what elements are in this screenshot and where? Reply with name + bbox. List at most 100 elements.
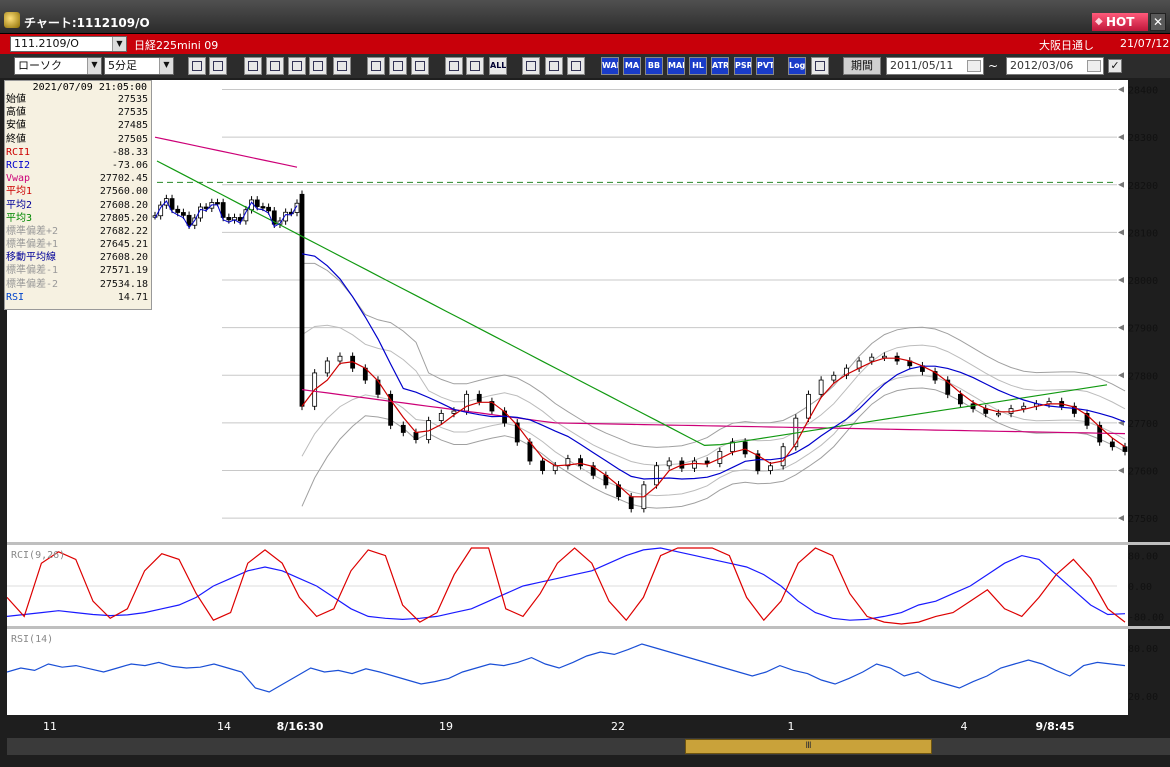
candle — [266, 206, 272, 212]
candle — [203, 206, 209, 209]
indicator-ma-button[interactable]: MA — [623, 57, 641, 75]
y-tick-label: 27600 — [1128, 467, 1158, 478]
scroll-track[interactable] — [7, 738, 1170, 755]
chevron-down-icon[interactable]: ▼ — [87, 58, 101, 74]
candle — [288, 211, 294, 215]
info-row: 平均1 27560.00 — [5, 185, 151, 198]
pen-icon[interactable] — [367, 57, 385, 75]
symbol-bar: 111.2109/O ▼ 日経225mini 09 大阪日通し 21/07/12 — [0, 34, 1170, 54]
calendar-icon[interactable] — [1087, 60, 1101, 72]
candle — [590, 465, 596, 476]
panel-icon[interactable] — [309, 57, 327, 75]
session-label: 大阪日通し — [1039, 39, 1094, 52]
chevron-down-icon[interactable]: ▼ — [159, 58, 173, 74]
scroll-thumb[interactable]: Ⅲ — [685, 739, 932, 754]
gear-icon[interactable] — [522, 57, 540, 75]
indicator-hl-button[interactable]: HL — [689, 57, 707, 75]
crosshair-icon[interactable] — [209, 57, 227, 75]
symbol-name: 日経225mini 09 — [134, 39, 219, 52]
info-label: 平均1 — [6, 186, 33, 198]
candle — [742, 441, 748, 455]
candle-icon[interactable] — [445, 57, 463, 75]
x-tick-label: 9/8:45 — [1035, 720, 1075, 733]
bar-icon[interactable] — [288, 57, 306, 75]
chart-area[interactable]: 28400 28300 28200 28100 28000 27900 27800 27700… — [7, 80, 1170, 715]
interval-value: 5分足 — [108, 59, 137, 72]
chart-type-select[interactable]: ローソク ▼ — [14, 57, 102, 75]
symbol-select[interactable]: 111.2109/O ▼ — [10, 36, 127, 52]
info-value: 27534.18 — [99, 278, 148, 290]
undo-icon[interactable] — [411, 57, 429, 75]
magnify-icon[interactable] — [266, 57, 284, 75]
bar2-icon[interactable] — [466, 57, 484, 75]
candle — [186, 214, 192, 226]
info-value: 27571.19 — [99, 265, 148, 277]
candle — [1109, 441, 1115, 448]
hot-badge[interactable]: HOT — [1092, 13, 1148, 31]
bollinger-lower-2 — [301, 387, 1126, 509]
y-tick-label: 28100 — [1128, 228, 1158, 239]
info-row: RSI 14.71 — [5, 291, 151, 304]
info-icon[interactable] — [333, 57, 351, 75]
candle — [730, 441, 735, 452]
info-row: 安値 27485 — [5, 119, 151, 132]
info-value: 27702.45 — [99, 173, 148, 185]
indicator-pvt-button[interactable]: PVT — [756, 57, 774, 75]
wrench-icon[interactable] — [545, 57, 563, 75]
candle — [169, 198, 175, 210]
candle — [324, 360, 330, 374]
apply-checkbox[interactable]: ✓ — [1108, 59, 1122, 73]
candle — [818, 379, 824, 395]
tick-marker — [1118, 134, 1124, 141]
interval-select[interactable]: 5分足 ▼ — [104, 57, 174, 75]
candle — [337, 355, 343, 362]
info-row: 平均2 27608.20 — [5, 199, 151, 212]
info-row: 標準偏差-1 27571.19 — [5, 264, 151, 277]
candle — [882, 355, 887, 359]
chevron-down-icon[interactable]: ▼ — [112, 37, 126, 51]
indicator-psra-button[interactable]: PSRA — [734, 57, 752, 75]
end-date-value: 2012/03/06 — [1010, 59, 1074, 72]
candle — [1071, 405, 1077, 414]
end-date-field[interactable]: 2012/03/06 — [1006, 57, 1104, 75]
period-button[interactable]: 期間 — [843, 57, 881, 75]
x-tick-label: 11 — [43, 720, 57, 733]
tick-marker — [1118, 86, 1124, 93]
candle — [958, 393, 963, 405]
candle — [514, 422, 520, 443]
indicator-bb-button[interactable]: BB — [645, 57, 663, 75]
avg2-line — [301, 253, 1126, 480]
close-button[interactable]: ✕ — [1150, 13, 1166, 31]
x-tick-label: 14 — [217, 720, 231, 733]
info-row: 高値 27535 — [5, 106, 151, 119]
start-date-field[interactable]: 2011/05/11 — [886, 57, 984, 75]
info-label: RCI2 — [6, 159, 31, 171]
rci-tick-label: -80.00 — [1128, 612, 1164, 623]
down-arrow-icon[interactable] — [244, 57, 262, 75]
indicator-atr-button[interactable]: ATR — [711, 57, 729, 75]
info-label: 平均3 — [6, 212, 33, 224]
zoom-icon[interactable] — [188, 57, 206, 75]
info-rows: 始値 27535 高値 27535 安値 27485 終値 27505 RCI1 -88.33 RC… — [5, 93, 151, 304]
calendar-icon[interactable] — [967, 60, 981, 72]
y-tick-label: 28300 — [1128, 133, 1158, 144]
palette-icon[interactable] — [567, 57, 585, 75]
cursor-icon[interactable] — [389, 57, 407, 75]
info-value: -73.06 — [111, 159, 148, 171]
y-tick-label: 27500 — [1128, 514, 1158, 525]
info-row: 標準偏差+1 27645.21 — [5, 238, 151, 251]
indicator-wap-button[interactable]: WAP — [601, 57, 619, 75]
tick-marker — [1118, 515, 1124, 522]
indicator-log-button[interactable]: Log — [788, 57, 806, 75]
split-icon[interactable] — [811, 57, 829, 75]
y-tick-label: 28400 — [1128, 86, 1158, 97]
indicator-mae-button[interactable]: MAE — [667, 57, 685, 75]
candle — [220, 202, 226, 218]
chart-canvas[interactable]: 28400 28300 28200 28100 28000 27900 27800 27700… — [7, 80, 1170, 715]
indicator-all-button[interactable]: ALL — [489, 57, 507, 75]
info-value: 27608.20 — [99, 252, 148, 264]
tick-marker — [1118, 229, 1124, 236]
range-separator: ~ — [988, 59, 999, 73]
candle — [869, 356, 875, 362]
candle — [192, 217, 198, 226]
